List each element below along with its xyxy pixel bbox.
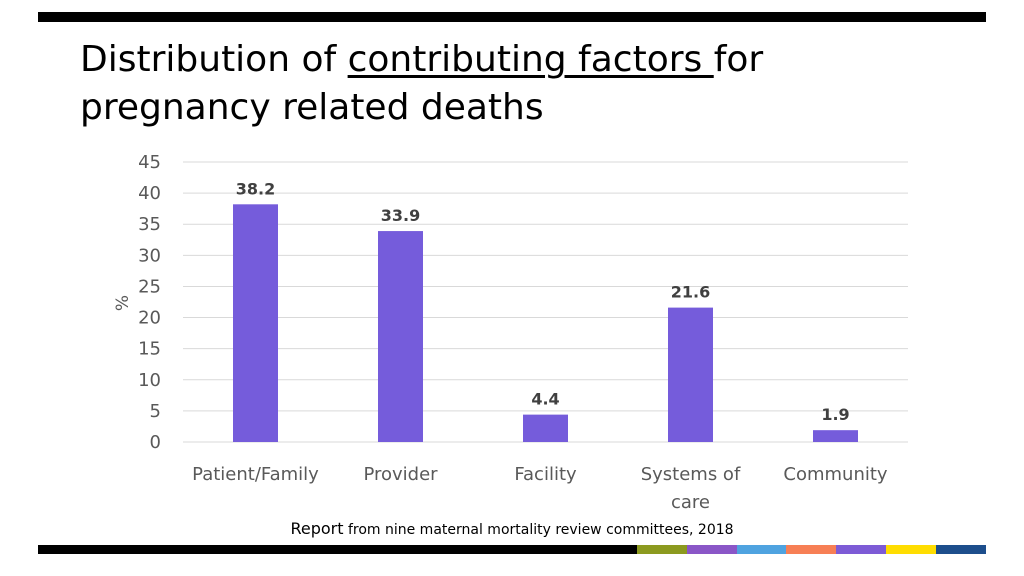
title-prefix: Distribution of bbox=[80, 39, 348, 80]
accent-swatch bbox=[886, 545, 937, 554]
y-axis-ticks: 0 5 10 15 20 25 30 35 40 45 bbox=[138, 152, 161, 453]
x-tick-label: Facility bbox=[514, 464, 577, 485]
source-lead: Report bbox=[290, 519, 344, 538]
bar bbox=[668, 307, 713, 442]
x-tick-label-line: Facility bbox=[514, 464, 577, 485]
accent-swatch bbox=[936, 545, 986, 554]
bars bbox=[233, 204, 858, 442]
y-tick-label: 15 bbox=[138, 339, 161, 360]
bar bbox=[233, 204, 278, 442]
bar bbox=[378, 231, 423, 442]
slide-title: Distribution of contributing factors for… bbox=[80, 36, 960, 132]
x-tick-label-line: Systems of bbox=[641, 464, 741, 485]
source-note: Report from nine maternal mortality revi… bbox=[0, 519, 1024, 538]
source-rest: from nine maternal mortality review comm… bbox=[343, 522, 734, 538]
bottom-rule bbox=[38, 545, 986, 554]
top-rule bbox=[38, 12, 986, 22]
data-label: 38.2 bbox=[236, 179, 275, 198]
accent-swatch bbox=[636, 545, 687, 554]
data-label: 1.9 bbox=[821, 405, 849, 424]
data-labels: 38.2 33.9 4.4 21.6 1.9 bbox=[236, 179, 850, 424]
accent-swatch bbox=[836, 545, 887, 554]
x-tick-label-line: Community bbox=[783, 464, 888, 485]
y-tick-label: 5 bbox=[150, 401, 161, 422]
y-axis-label: % bbox=[113, 295, 133, 311]
y-tick-label: 0 bbox=[150, 432, 161, 453]
y-tick-label: 30 bbox=[138, 245, 161, 266]
y-tick-label: 45 bbox=[138, 152, 161, 173]
title-suffix: for pregnancy related deaths bbox=[80, 39, 764, 128]
accent-swatch bbox=[686, 545, 737, 554]
x-tick-label: Patient/Family bbox=[192, 464, 319, 485]
data-label: 4.4 bbox=[531, 390, 559, 409]
data-label: 33.9 bbox=[381, 206, 420, 225]
bar bbox=[523, 414, 568, 442]
bottom-rule-black bbox=[38, 545, 637, 554]
y-tick-label: 35 bbox=[138, 214, 161, 235]
y-tick-label: 25 bbox=[138, 276, 161, 297]
accent-swatch bbox=[736, 545, 787, 554]
accent-swatch bbox=[786, 545, 837, 554]
y-tick-label: 40 bbox=[138, 183, 161, 204]
x-tick-label: Provider bbox=[363, 464, 438, 485]
x-tick-label: Systems of care bbox=[641, 464, 741, 513]
x-tick-label-line: Provider bbox=[363, 464, 438, 485]
y-tick-label: 10 bbox=[138, 370, 161, 391]
x-tick-label-line: Patient/Family bbox=[192, 464, 319, 485]
title-underlined: contributing factors bbox=[347, 39, 714, 80]
x-axis-ticks: Patient/Family Provider Facility Systems of… bbox=[192, 464, 888, 513]
data-label: 21.6 bbox=[671, 283, 710, 302]
bar bbox=[813, 430, 858, 442]
y-tick-label: 20 bbox=[138, 308, 161, 329]
x-tick-label-line: care bbox=[671, 492, 710, 513]
x-tick-label: Community bbox=[783, 464, 888, 485]
